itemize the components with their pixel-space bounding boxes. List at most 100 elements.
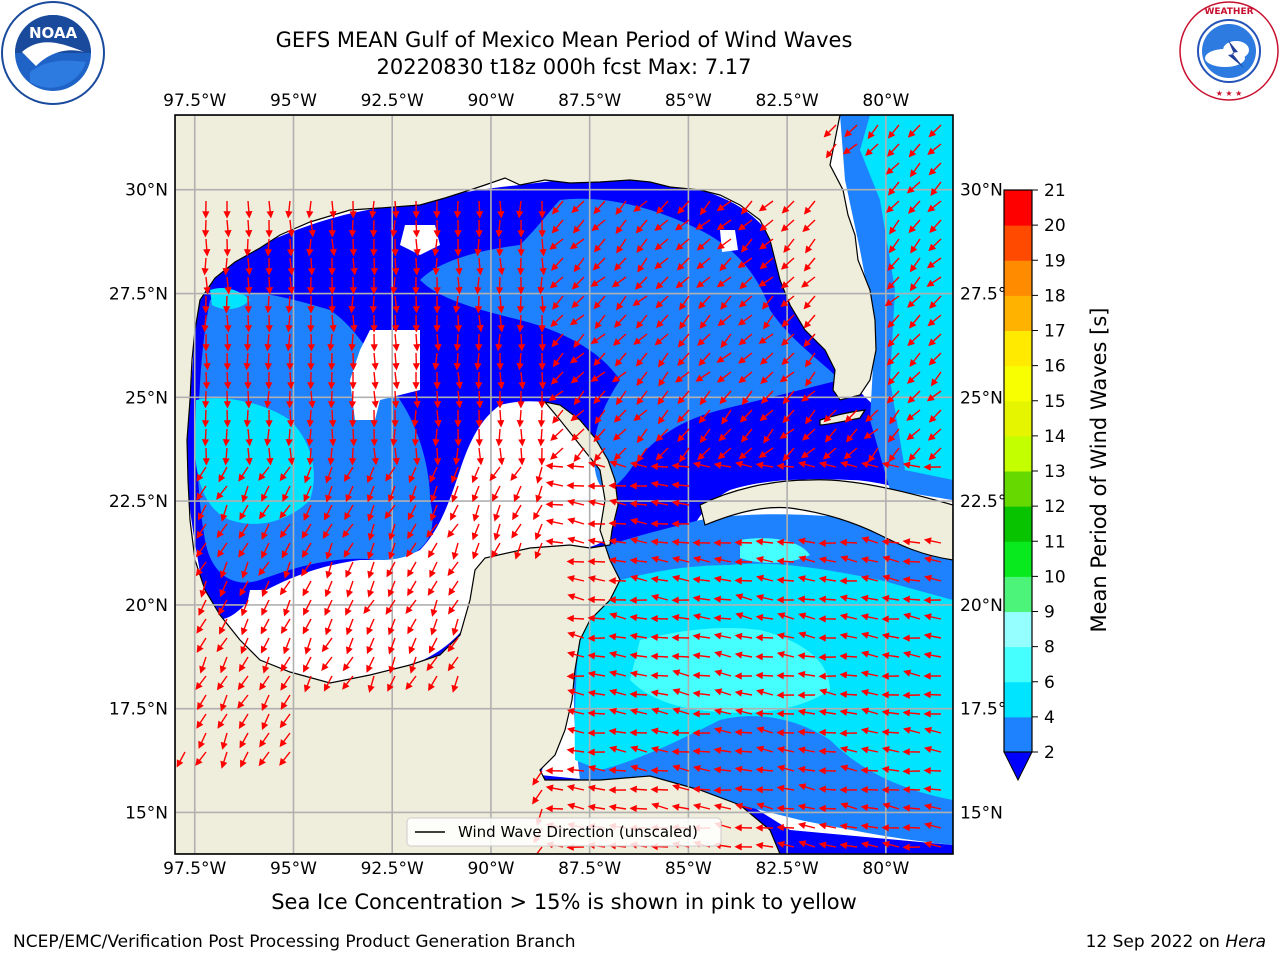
wind-wave-arrow (517, 390, 525, 409)
wind-wave-arrow (587, 520, 606, 528)
colorbar-segment (1004, 576, 1032, 612)
wind-wave-arrow (902, 595, 921, 603)
wind-wave-arrow (258, 561, 270, 576)
tick-label: 20°N (125, 596, 168, 616)
wind-wave-arrow (538, 447, 546, 466)
wind-wave-arrow (539, 295, 547, 314)
wind-wave-arrow (495, 428, 503, 447)
wind-wave-arrow (755, 594, 774, 602)
wind-wave-arrow (776, 784, 795, 792)
wind-wave-arrow (301, 523, 312, 539)
wind-wave-arrow (392, 314, 400, 333)
wind-wave-arrow (923, 767, 942, 775)
wind-wave-arrow (923, 672, 942, 680)
wind-wave-arrow (650, 766, 669, 775)
wind-wave-arrow (387, 618, 396, 636)
wind-wave-arrow (392, 390, 400, 409)
wind-wave-arrow (881, 824, 900, 832)
wind-wave-arrow (616, 238, 627, 254)
wind-wave-arrow (280, 675, 291, 691)
tick-label: 30°N (960, 181, 1003, 201)
wind-wave-arrow (329, 409, 337, 428)
wind-wave-arrow (843, 447, 858, 460)
wind-wave-arrow (636, 371, 648, 386)
wind-wave-arrow (635, 219, 648, 234)
wind-wave-arrow (216, 675, 228, 691)
wind-wave-arrow (369, 219, 378, 238)
wind-wave-arrow (860, 556, 879, 564)
wind-wave-arrow (740, 428, 753, 443)
wind-wave-arrow (196, 637, 207, 653)
wind-wave-arrow (551, 257, 564, 271)
wind-wave-arrow (474, 276, 482, 295)
wind-wave-arrow (280, 656, 291, 672)
wind-wave-arrow (266, 447, 274, 466)
wind-wave-arrow (839, 729, 858, 737)
wind-wave-arrow (824, 428, 837, 443)
wind-wave-arrow (409, 485, 417, 503)
wind-wave-arrow (629, 804, 648, 813)
wind-wave-arrow (924, 574, 942, 582)
wind-wave-arrow (714, 650, 732, 658)
wind-wave-arrow (805, 409, 816, 425)
wind-wave-arrow (594, 314, 606, 330)
wind-wave-arrow (342, 656, 354, 672)
wind-wave-arrow (325, 542, 333, 560)
tick-label: 82.5°W (756, 91, 819, 111)
wind-wave-arrow (392, 295, 400, 314)
wind-wave-arrow (776, 596, 795, 604)
wind-wave-arrow (734, 558, 753, 566)
wind-wave-arrow (412, 295, 420, 314)
wind-wave-arrow (265, 314, 273, 333)
wind-wave-arrow (776, 672, 795, 680)
wind-wave-arrow (495, 333, 503, 352)
wind-wave-arrow (860, 746, 879, 754)
colorbar-tick-label: 2 (1044, 743, 1055, 763)
wind-wave-arrow (476, 257, 484, 276)
wind-wave-arrow (430, 599, 438, 617)
wind-wave-arrow (630, 574, 648, 582)
wind-wave-arrow (593, 352, 606, 367)
wind-wave-arrow (433, 371, 441, 390)
wind-wave-arrow (923, 821, 942, 829)
wind-wave-arrow (264, 295, 272, 314)
wind-wave-arrow (818, 747, 837, 756)
wind-wave-arrow (474, 295, 483, 314)
colorbar-tick-label: 14 (1044, 427, 1066, 447)
wind-wave-arrow (654, 219, 669, 232)
wind-wave-arrow (567, 802, 585, 810)
wind-wave-arrow (566, 558, 585, 566)
wind-wave-arrow (881, 651, 900, 660)
wind-wave-arrow (474, 352, 482, 371)
wind-wave-arrow (776, 651, 795, 659)
wind-wave-arrow (370, 428, 378, 447)
wind-wave-arrow (716, 238, 732, 250)
wind-wave-arrow (282, 485, 291, 502)
wind-wave-arrow (671, 634, 690, 642)
wind-wave-arrow (327, 390, 336, 409)
wind-wave-arrow (222, 447, 230, 466)
wind-wave-arrow (222, 257, 230, 276)
wind-wave-arrow (655, 276, 669, 290)
wind-wave-arrow (713, 556, 732, 564)
no-data-hole (245, 225, 738, 670)
wind-wave-arrow (514, 542, 522, 560)
wind-wave-arrow (348, 390, 357, 409)
wind-wave-arrow (202, 371, 211, 390)
wind-wave-arrow (761, 390, 774, 404)
svg-text:WEATHER: WEATHER (1204, 7, 1253, 17)
wind-wave-arrow (433, 219, 441, 238)
wind-wave-arrow (392, 447, 400, 466)
colorbar-segment (1004, 225, 1032, 261)
tick-label: 97.5°W (163, 859, 226, 879)
svg-text:★ ★ ★: ★ ★ ★ (1216, 89, 1243, 98)
tick-label: 15°N (125, 803, 168, 823)
wind-wave-arrow (926, 257, 942, 269)
wind-wave-arrow (671, 556, 690, 564)
wind-wave-arrow (223, 238, 231, 257)
wind-wave-arrow (454, 314, 463, 333)
wind-wave-arrow (329, 238, 337, 257)
wind-wave-arrow (387, 580, 396, 598)
wind-wave-arrow (672, 574, 690, 582)
wind-wave-arrow (781, 352, 795, 366)
